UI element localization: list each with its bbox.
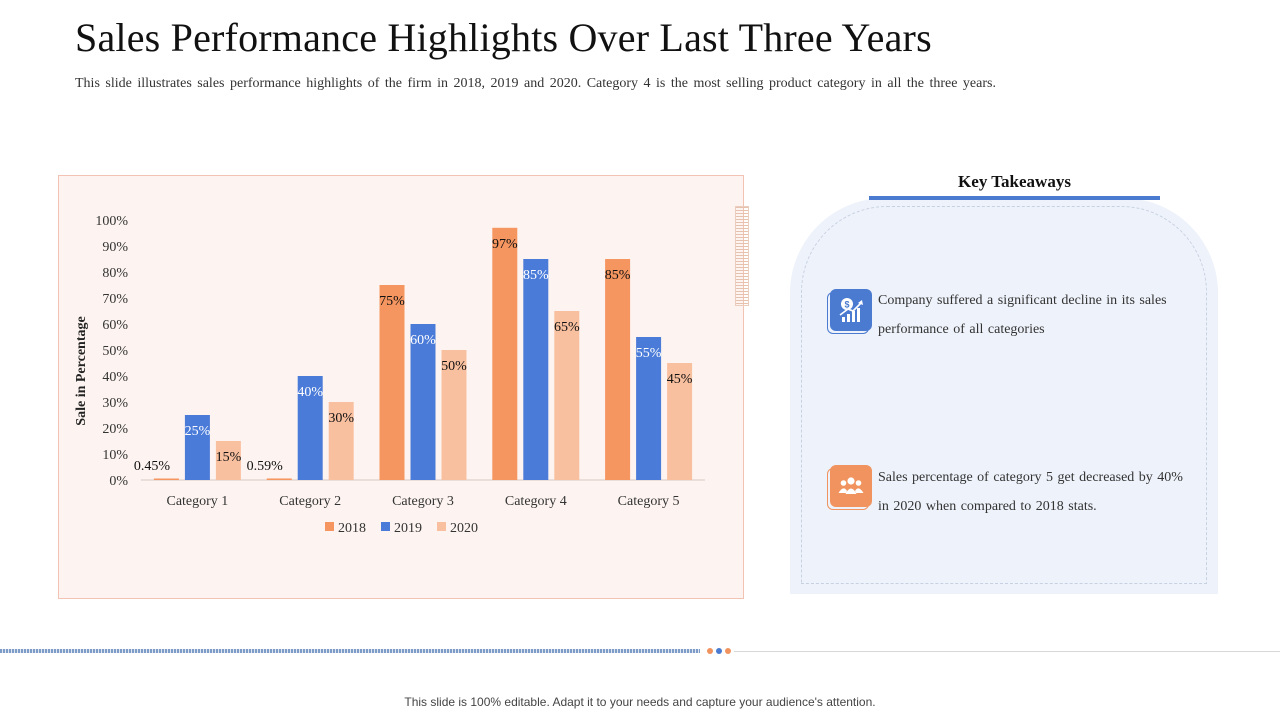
category-label: Category 3 <box>392 494 454 509</box>
bar-2018-category-1 <box>153 478 179 480</box>
bar-2018-category-4 <box>492 227 518 480</box>
y-tick-label: 40% <box>102 370 128 385</box>
bar-2020-category-1 <box>215 441 241 480</box>
legend-swatch-2018 <box>325 522 334 531</box>
y-tick-label: 90% <box>102 240 128 255</box>
footer-dot-orange <box>707 648 713 654</box>
y-tick-label: 70% <box>102 292 128 307</box>
data-label: 97% <box>492 237 518 252</box>
legend-label: 2018 <box>338 521 366 536</box>
data-label: 25% <box>185 424 211 439</box>
data-label: 45% <box>667 372 693 387</box>
y-tick-label: 50% <box>102 344 128 359</box>
legend-swatch-2020 <box>437 522 446 531</box>
footer-note: This slide is 100% editable. Adapt it to… <box>404 695 876 709</box>
takeaway-text-1: Company suffered a significant decline i… <box>878 293 1167 337</box>
page-subtitle: This slide illustrates sales performance… <box>75 76 996 91</box>
bar-2018-category-5 <box>605 259 631 480</box>
y-tick-label: 100% <box>95 214 128 229</box>
svg-text:$: $ <box>844 300 849 310</box>
category-label: Category 2 <box>279 494 341 509</box>
category-label: Category 1 <box>166 494 228 509</box>
bar-2020-category-3 <box>441 350 467 480</box>
people-group-icon <box>830 465 872 507</box>
footer-divider-left <box>0 649 700 653</box>
takeaways-panel-border <box>801 206 1207 584</box>
y-tick-label: 60% <box>102 318 128 333</box>
data-label: 0.59% <box>247 459 284 474</box>
footer-divider-right <box>734 651 1280 652</box>
data-label: 15% <box>216 450 242 465</box>
decorative-stripes <box>735 206 749 306</box>
data-label: 65% <box>554 320 580 335</box>
bar-2020-category-5 <box>667 363 693 480</box>
y-tick-label: 10% <box>102 448 128 463</box>
data-label: 40% <box>297 385 323 400</box>
category-label: Category 4 <box>505 494 567 509</box>
legend-label: 2019 <box>394 521 422 536</box>
data-label: 75% <box>379 294 405 309</box>
data-label: 0.45% <box>134 459 171 474</box>
legend-swatch-2019 <box>381 522 390 531</box>
y-tick-label: 20% <box>102 422 128 437</box>
sales-bar-chart: 0% 10% 20% 30% 40% 50% 60% 70% 80% 90% 100% Categor… <box>74 214 705 536</box>
legend-label: 2020 <box>450 521 478 536</box>
data-label: 50% <box>441 359 467 374</box>
y-axis-label: Sale in Percentage <box>74 316 89 425</box>
bar-2018-category-2 <box>266 478 292 480</box>
bar-2019-category-4 <box>523 259 549 480</box>
bar-2019-category-1 <box>184 415 210 480</box>
takeaway-text-2: Sales percentage of category 5 get decre… <box>878 470 1183 514</box>
footer-dot-blue <box>716 648 722 654</box>
bar-2020-category-2 <box>328 402 354 480</box>
money-growth-icon: $ <box>830 289 872 331</box>
data-label: 55% <box>636 346 662 361</box>
data-label: 30% <box>328 411 354 426</box>
chart-panel: 0% 10% 20% 30% 40% 50% 60% 70% 80% 90% 100% Categor… <box>58 175 744 599</box>
data-label: 85% <box>523 268 549 283</box>
bar-2020-category-4 <box>554 311 580 480</box>
data-label: 85% <box>605 268 631 283</box>
takeaways-underline <box>869 196 1160 200</box>
bar-2019-category-2 <box>297 376 323 480</box>
bar-2019-category-3 <box>410 324 436 480</box>
category-label: Category 5 <box>618 494 680 509</box>
footer-dot-orange <box>725 648 731 654</box>
y-tick-label: 30% <box>102 396 128 411</box>
takeaways-heading: Key Takeaways <box>958 172 1071 191</box>
page-title: Sales Performance Highlights Over Last T… <box>75 15 932 60</box>
y-tick-label: 80% <box>102 266 128 281</box>
bar-2018-category-3 <box>379 285 405 480</box>
y-tick-label: 0% <box>109 474 128 489</box>
data-label: 60% <box>410 333 436 348</box>
bar-2019-category-5 <box>636 337 662 480</box>
